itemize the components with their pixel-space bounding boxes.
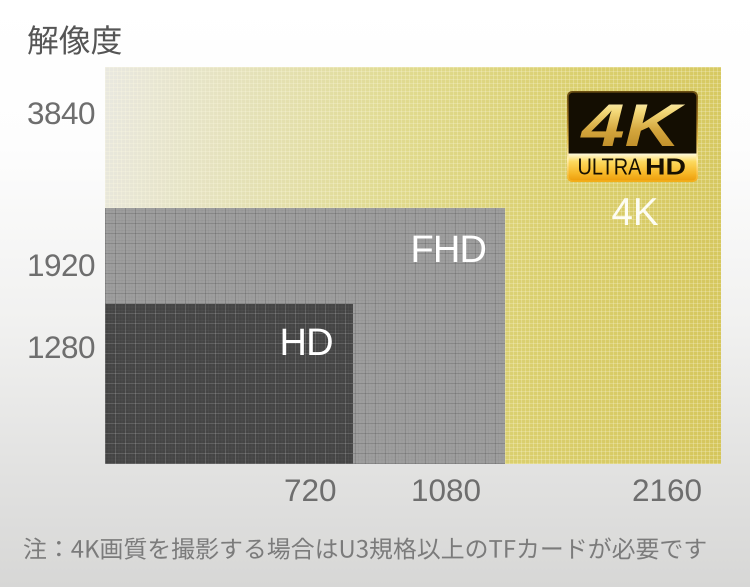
- svg-text:4K: 4K: [580, 91, 686, 159]
- svg-text:ULTRA: ULTRA: [578, 154, 643, 180]
- svg-text:HD: HD: [645, 154, 686, 180]
